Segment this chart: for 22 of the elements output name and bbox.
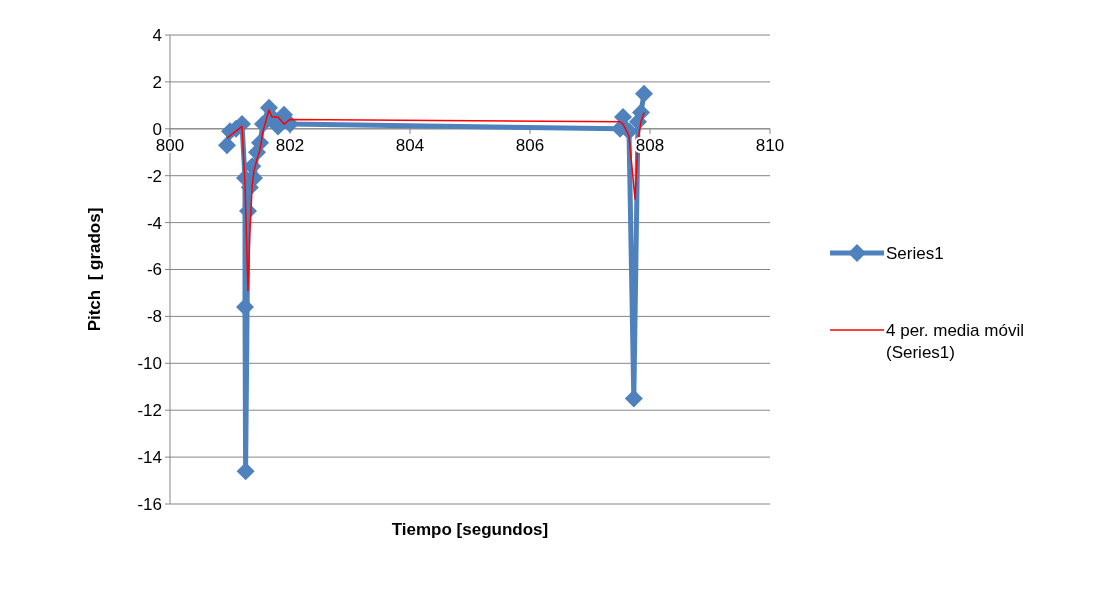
y-tick-label: 4 [152,25,162,45]
legend-label: 4 per. media móvil (Series1) [886,320,1024,363]
x-tick-label: 806 [515,135,545,155]
point [218,136,236,155]
y-tick-label: -12 [137,401,162,421]
point [635,84,653,103]
y-tick-label: -8 [146,307,162,327]
y-tick-label: -16 [137,494,162,514]
x-axis-title: Tiempo [segundos] [391,520,549,539]
y-tick-label: -4 [146,213,162,233]
x-tick-label: 804 [395,135,425,155]
y-tick-label: -6 [146,260,162,280]
point [624,389,643,408]
y-tick-label: 2 [152,72,162,92]
y-tick-label: -10 [137,354,162,374]
x-tick-label: 810 [755,135,785,155]
y-tick-label: -14 [137,448,162,468]
legend-label: Series1 [886,243,944,263]
point [236,462,255,481]
y-axis-title: Pitch [ grados] [85,207,104,332]
x-tick-label: 802 [275,135,305,155]
y-tick-label: -2 [146,166,162,186]
